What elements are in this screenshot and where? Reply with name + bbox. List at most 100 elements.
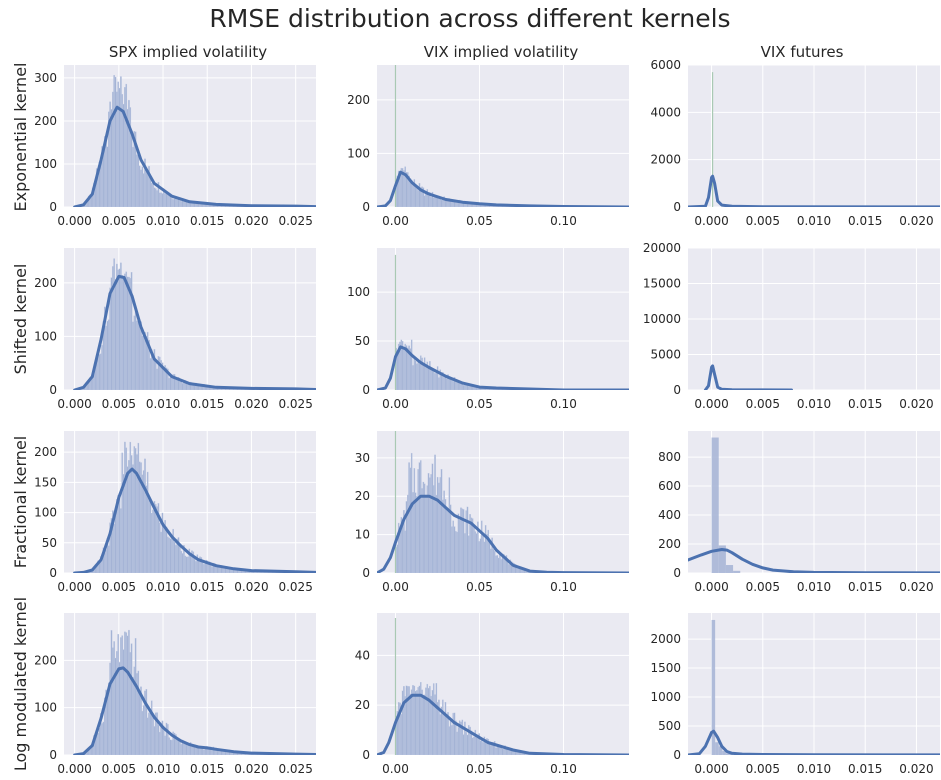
histogram-bar	[435, 494, 438, 573]
x-tick-label: 0.020	[234, 397, 268, 411]
y-tick-label: 50	[355, 334, 370, 348]
histogram-bar	[445, 378, 448, 390]
histogram-bar	[98, 354, 101, 390]
histogram-bar	[195, 747, 197, 755]
histogram-bar	[479, 740, 482, 755]
histogram-bar	[408, 462, 410, 573]
row-title-shifted: Shifted kernel	[11, 264, 30, 375]
histogram-bar	[171, 739, 173, 755]
histogram-bar	[430, 695, 432, 755]
kde-curve	[377, 345, 629, 390]
x-tick-label: 0.010	[797, 762, 831, 776]
panel-r0-c0: 0.000 0.005 0.010 0.015 0.020 0.025 0 100 200 300	[34, 65, 316, 228]
histogram-bar	[396, 352, 399, 390]
histogram-bar	[136, 154, 138, 207]
histogram-bar	[497, 557, 500, 573]
histogram-bar	[517, 568, 519, 573]
histogram-bar	[141, 710, 144, 755]
y-tick-label: 0	[49, 200, 57, 214]
histogram-bar	[142, 173, 145, 207]
histogram-bar	[193, 558, 196, 573]
histogram-bar	[126, 635, 129, 755]
histogram-bar	[117, 81, 120, 207]
histogram-bar	[403, 347, 405, 390]
histogram-bar	[417, 360, 419, 390]
histogram-bar	[483, 541, 486, 573]
histogram-bar	[422, 694, 425, 755]
histogram-bar	[141, 335, 144, 390]
histogram-bar	[439, 714, 442, 755]
histogram-bar	[144, 458, 146, 573]
histogram-bar	[138, 324, 141, 390]
y-tick-label: 0	[49, 566, 57, 580]
histogram-bar	[124, 273, 126, 390]
x-tick-label: 0.010	[146, 762, 180, 776]
x-tick-label: 0.025	[278, 397, 312, 411]
histogram-bar	[166, 536, 169, 573]
panel-r1-c2: 0.000 0.005 0.010 0.015 0.020 0 5000 10000 15000…	[643, 241, 940, 411]
y-tick-label: 100	[347, 146, 370, 160]
y-tick-label: 4000	[650, 105, 681, 119]
histogram-bar	[456, 531, 458, 573]
histogram-bar	[126, 276, 129, 390]
plot-area	[703, 364, 793, 390]
x-tick-label: 0.015	[848, 580, 882, 594]
histogram-bar	[718, 545, 726, 573]
histogram-bar	[443, 490, 445, 573]
histogram-bar	[118, 87, 121, 207]
histogram-bar	[173, 541, 176, 573]
y-tick-label: 6000	[650, 58, 681, 72]
histogram-bar	[474, 531, 477, 573]
histogram-bar	[120, 637, 122, 755]
y-tick-label: 0	[673, 383, 681, 397]
histogram-bar	[427, 195, 430, 207]
x-tick-label: 0.05	[466, 214, 493, 228]
histogram-bar	[436, 197, 439, 207]
column-title-vix-iv: VIX implied volatility	[424, 43, 579, 61]
y-tick-label: 800	[658, 450, 681, 464]
histogram-bar	[153, 187, 156, 207]
histogram-bar	[175, 544, 177, 573]
panel-r0-c2: 0.000 0.005 0.010 0.015 0.020 0 2000 4000 6000	[650, 58, 940, 228]
histogram-bar	[466, 734, 469, 755]
histogram-bar	[432, 683, 435, 755]
histogram-bar	[120, 508, 122, 573]
histogram-bar	[209, 565, 212, 573]
histogram-bar	[193, 385, 196, 390]
histogram-bar	[496, 555, 499, 573]
histogram-bar	[166, 194, 169, 207]
histogram-bar	[134, 448, 137, 573]
histogram-bar	[129, 107, 132, 207]
histogram-bar	[97, 732, 99, 755]
y-tick-label: 100	[34, 701, 57, 715]
histogram-bar	[417, 687, 419, 755]
histogram-bar	[184, 201, 187, 207]
histogram-bar	[442, 499, 444, 573]
histogram-bar	[117, 269, 120, 390]
histogram-bar	[160, 531, 162, 573]
histogram-bar	[184, 555, 187, 573]
histogram-bar	[133, 315, 136, 390]
histogram-bar	[91, 377, 94, 390]
histogram-bar	[114, 515, 117, 573]
x-tick-label: 0.00	[382, 762, 409, 776]
histogram-bar	[419, 681, 422, 755]
histogram-bar	[168, 537, 170, 573]
histogram-bar	[130, 455, 133, 573]
histogram-bar	[444, 701, 447, 755]
panel-r2-c1: 0.00 0.05 0.10 0 10 20 30	[355, 431, 629, 594]
y-tick-label: 0	[49, 748, 57, 762]
x-tick-label: 0.005	[102, 397, 136, 411]
histogram-bar	[445, 716, 448, 755]
histogram-bar	[148, 497, 150, 573]
histogram-bar	[125, 83, 128, 207]
histogram-bar	[157, 724, 160, 755]
histogram-bar	[118, 268, 121, 390]
histogram-bar	[455, 530, 457, 573]
histogram-bar	[162, 369, 165, 390]
histogram-bar	[113, 641, 115, 755]
histogram-bar	[219, 750, 221, 755]
histogram-bar	[493, 551, 496, 573]
histogram-bar	[407, 347, 409, 390]
histogram-bar	[116, 651, 118, 755]
